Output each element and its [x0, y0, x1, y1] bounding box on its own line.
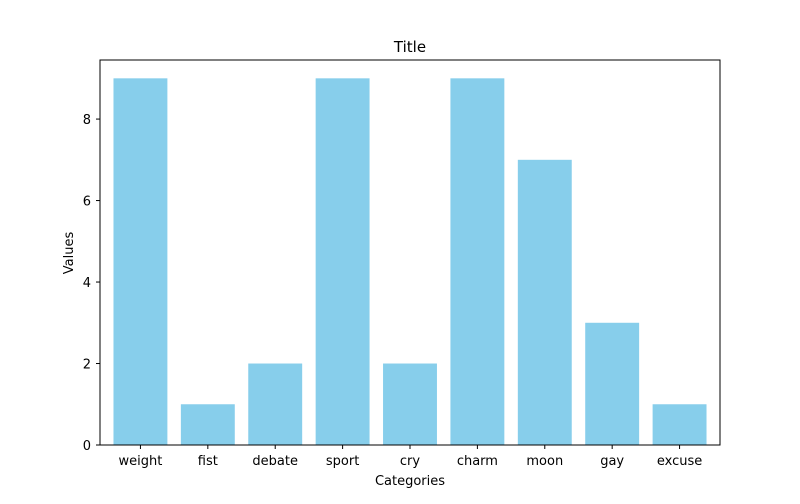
x-tick-label: cry [400, 454, 420, 469]
x-tick-label: charm [457, 454, 498, 469]
x-tick-label: fist [198, 454, 218, 469]
bar-cry [383, 363, 437, 445]
y-tick-label: 0 [83, 439, 91, 454]
bars-group [113, 78, 707, 445]
bar-gay [585, 322, 640, 445]
x-tick-label: weight [119, 454, 163, 469]
bar-fist [180, 404, 235, 445]
x-axis-ticks: weight fist debate sport cry charm moon gay excu… [119, 445, 702, 469]
plot-frame [99, 59, 721, 446]
y-tick-label: 2 [83, 358, 91, 373]
x-tick-label: moon [526, 454, 563, 469]
bar-sport [315, 78, 370, 445]
y-tick-label: 4 [83, 276, 91, 291]
x-tick-label: sport [326, 454, 359, 469]
y-axis-ticks: 0 2 4 6 8 [83, 113, 100, 454]
bar-debate [248, 363, 303, 445]
chart-title: Title [393, 38, 426, 56]
bar-moon [517, 159, 572, 445]
x-tick-label: gay [600, 454, 624, 469]
x-tick-label: debate [252, 454, 298, 469]
bar-weight [113, 78, 168, 445]
bar-excuse [652, 404, 707, 445]
y-axis-label: Values [62, 232, 77, 275]
bar-charm [450, 78, 505, 445]
y-tick-label: 8 [83, 113, 91, 128]
x-tick-label: excuse [657, 454, 702, 469]
x-axis-label: Categories [375, 474, 445, 489]
y-tick-label: 6 [83, 195, 91, 210]
